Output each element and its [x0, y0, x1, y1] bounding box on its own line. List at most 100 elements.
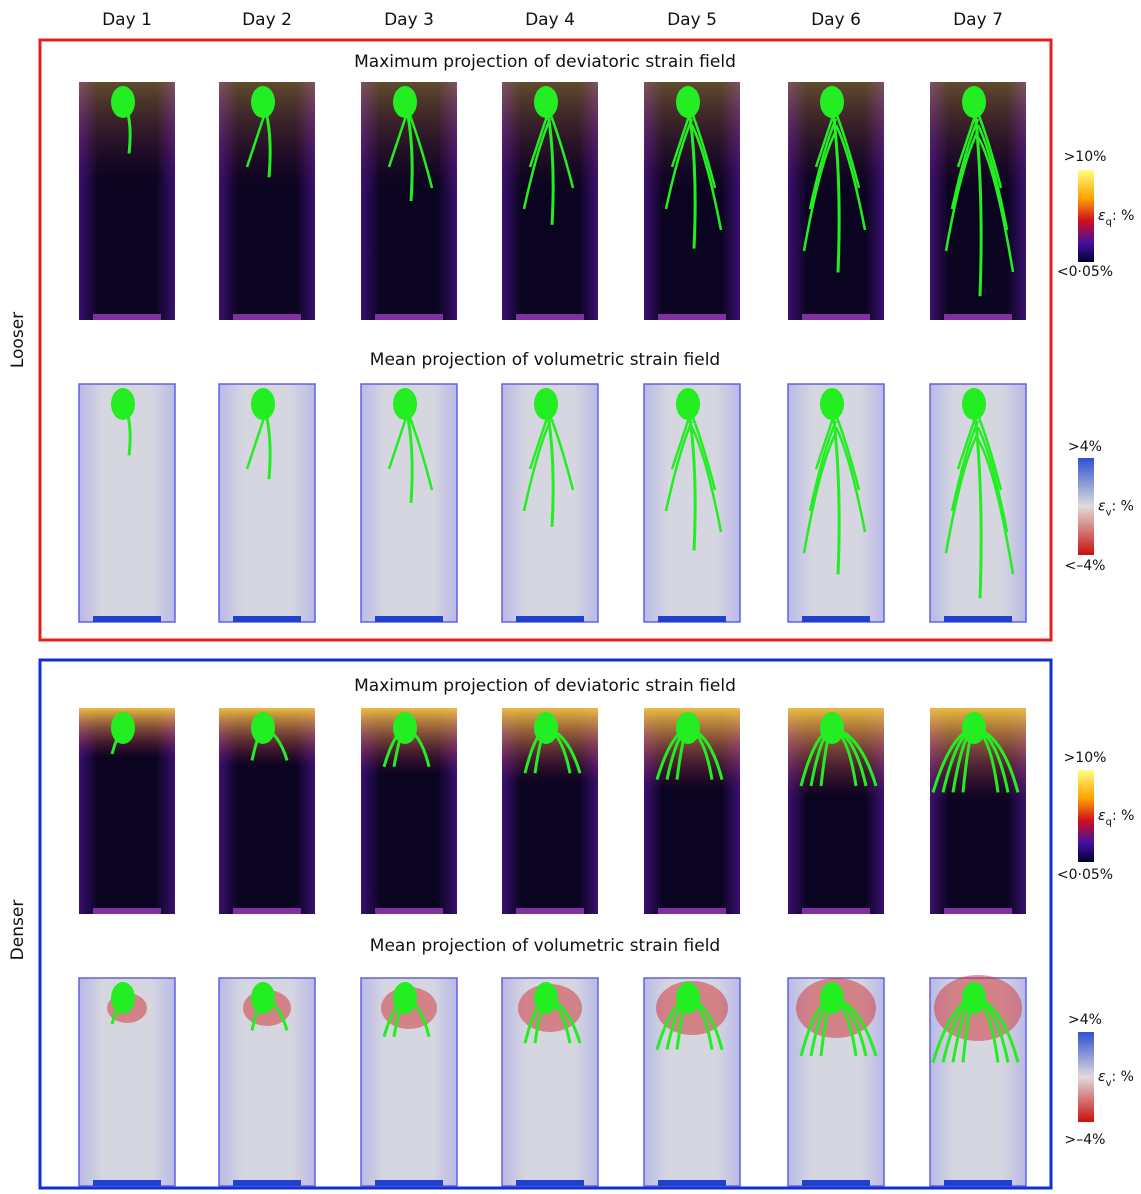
root: [686, 403, 697, 551]
colorbar: >10% <0·05% εq: %: [1057, 149, 1135, 280]
column-label: Day 3: [384, 10, 434, 30]
image-base: [944, 908, 1012, 914]
strain-image: [219, 82, 315, 320]
image-base: [516, 908, 584, 914]
strain-image: [643, 977, 741, 1187]
colorbar-min: >–4%: [1065, 1132, 1106, 1148]
image-base: [375, 314, 443, 320]
strain-image: [788, 82, 884, 320]
quantity-unit: : %: [1112, 808, 1134, 824]
strain-image: [218, 383, 316, 623]
row-title: Mean projection of volumetric strain fie…: [370, 936, 720, 956]
root: [523, 726, 547, 774]
colorbar-max: >10%: [1064, 750, 1107, 766]
image-base: [944, 616, 1012, 622]
strain-image: [929, 383, 1027, 623]
root: [814, 106, 838, 168]
image-base: [658, 908, 726, 914]
image-base: [375, 1180, 443, 1186]
root: [245, 408, 269, 470]
root: [522, 118, 552, 210]
colorbar-quantity: εv: %: [1098, 499, 1134, 519]
root: [976, 438, 1015, 575]
image-base: [658, 1180, 726, 1186]
root: [799, 726, 833, 787]
image-base: [375, 908, 443, 914]
colorbar-gradient: [1078, 1032, 1094, 1122]
root: [956, 106, 980, 168]
column-label: Day 7: [953, 10, 1003, 30]
image-base: [802, 908, 870, 914]
root: [976, 124, 1009, 231]
strain-image: [501, 383, 599, 623]
image-base: [516, 616, 584, 622]
image-base: [802, 1180, 870, 1186]
image-base: [93, 616, 161, 622]
image-base: [375, 616, 443, 622]
root: [110, 996, 125, 1025]
root: [548, 112, 575, 189]
root: [690, 124, 723, 231]
quantity-subscript: q: [1106, 217, 1112, 228]
panel: Denser Maximum projection of deviatoric s…: [8, 658, 1135, 1190]
colorbar-min: <0·05%: [1057, 264, 1113, 280]
root: [808, 420, 838, 512]
root: [387, 106, 411, 168]
strain-image: [787, 383, 885, 623]
root: [687, 996, 724, 1050]
root: [664, 420, 694, 512]
strain-image: [79, 82, 175, 320]
root: [834, 112, 861, 189]
root: [976, 136, 1015, 273]
root: [670, 106, 694, 168]
strain-image: [361, 82, 457, 320]
quantity-symbol: ε: [1098, 1069, 1106, 1085]
root: [950, 118, 980, 210]
panel-label: Denser: [8, 900, 28, 961]
quantity-unit: : %: [1112, 499, 1134, 515]
colorbar: >10% <0·05% εq: %: [1057, 750, 1135, 883]
strain-image: [79, 708, 175, 914]
strain-image: [360, 977, 458, 1187]
column-label: Day 6: [811, 10, 861, 30]
root: [262, 996, 289, 1031]
image-field: [78, 383, 176, 623]
colorbar-gradient: [1078, 770, 1094, 862]
colorbar-min: <–4%: [1065, 558, 1106, 574]
strain-image: [643, 383, 741, 623]
root: [808, 118, 838, 210]
strain-image: [502, 82, 598, 320]
root: [944, 130, 980, 252]
row-title: Maximum projection of deviatoric strain …: [354, 676, 736, 696]
panel-frame: [38, 658, 1053, 1190]
image-base: [658, 314, 726, 320]
colorbar-max: >4%: [1068, 439, 1102, 455]
strain-image: [218, 977, 316, 1187]
root: [834, 414, 861, 491]
quantity-unit: : %: [1112, 208, 1134, 224]
root: [834, 124, 867, 231]
root: [831, 726, 878, 787]
root: [528, 408, 552, 470]
root: [655, 996, 689, 1051]
colorbar-max: >4%: [1068, 1012, 1102, 1028]
root: [382, 996, 406, 1038]
colorbar-max: >10%: [1064, 149, 1107, 165]
root: [687, 726, 724, 780]
quantity-symbol: ε: [1098, 808, 1106, 824]
root: [261, 403, 272, 480]
image-base: [93, 314, 161, 320]
root: [944, 432, 980, 554]
root: [655, 726, 689, 781]
root: [387, 408, 411, 470]
root: [404, 996, 431, 1038]
root: [931, 996, 975, 1063]
root: [814, 408, 838, 470]
column-label: Day 2: [242, 10, 292, 30]
strain-image: [644, 708, 740, 914]
image-base: [233, 616, 301, 622]
root: [250, 996, 265, 1031]
colorbar-quantity: εq: %: [1098, 208, 1134, 228]
root: [528, 106, 552, 168]
